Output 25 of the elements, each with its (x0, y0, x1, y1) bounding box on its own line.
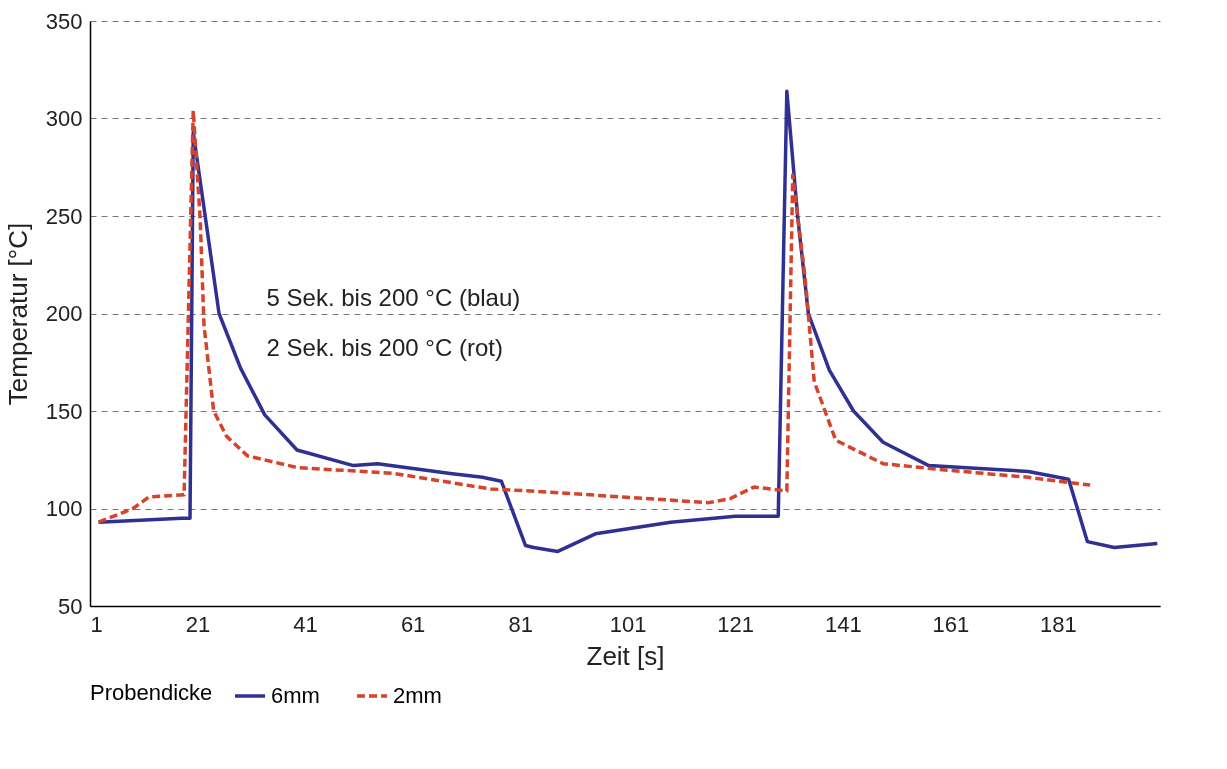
y-tick-label: 300 (45, 106, 83, 131)
x-tick-label: 21 (185, 611, 211, 637)
y-tick-label: 200 (45, 301, 83, 326)
x-tick-label: 161 (932, 611, 970, 637)
x-tick-label: 141 (824, 611, 862, 637)
annotation: 2 Sek. bis 200 °C (rot) (266, 333, 503, 361)
y-tick-label: 50 (58, 593, 83, 619)
line-series (96, 108, 1092, 524)
y-tick-label: 250 (45, 203, 83, 229)
x-tick-label: 1 (90, 611, 103, 637)
legend-label: 6mm (271, 683, 320, 708)
annotation: 5 Sek. bis 200 °C (blau) (266, 283, 521, 311)
x-axis-title: Zeit [s] (586, 640, 665, 671)
x-tick-label: 61 (400, 611, 426, 637)
y-tick-label: 350 (45, 8, 83, 34)
x-tick-label: 121 (717, 611, 755, 637)
legend-title: Probendicke (90, 680, 213, 705)
x-tick-label: 81 (508, 611, 533, 637)
y-axis-title: Temperatur [°C] (2, 222, 33, 406)
x-tick-label: 181 (1039, 611, 1077, 637)
x-tick-label: 101 (609, 611, 647, 637)
x-tick-label: 41 (293, 611, 318, 637)
y-tick-label: 150 (45, 398, 83, 424)
y-tick-label: 100 (45, 496, 83, 521)
legend-label: 2mm (393, 683, 442, 708)
